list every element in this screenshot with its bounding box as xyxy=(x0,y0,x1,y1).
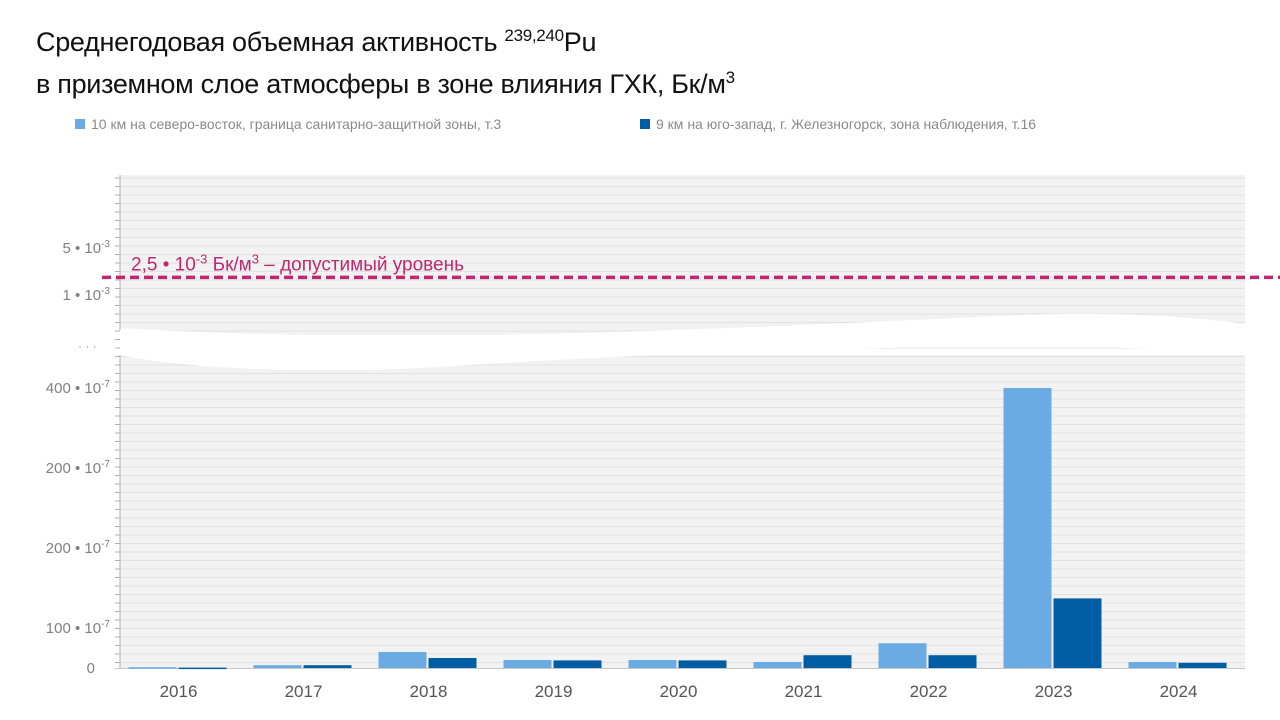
bar-2016-series-2 xyxy=(178,667,227,670)
legend-swatch xyxy=(640,119,650,129)
bar-2017-series-1 xyxy=(253,665,302,668)
x-tick-label: 2020 xyxy=(660,682,698,701)
x-tick-label: 2018 xyxy=(410,682,448,701)
reference-line-label: 2,5 • 10-3 Бк/м3 – допустимый уровень xyxy=(131,251,464,275)
bar-2021-series-1 xyxy=(753,662,802,668)
x-tick-label: 2024 xyxy=(1160,682,1198,701)
legend-label: 10 км на северо-восток, граница санитарн… xyxy=(91,116,502,132)
legend-swatch xyxy=(75,119,85,129)
x-tick-label: 2021 xyxy=(785,682,823,701)
bar-2020-series-2 xyxy=(678,660,727,668)
bar-2019-series-2 xyxy=(553,660,602,668)
bar-2019-series-1 xyxy=(503,660,552,668)
y-tick-label: 5 • 10-3 xyxy=(62,239,110,257)
bar-2023-series-1 xyxy=(1003,388,1052,668)
legend-label: 9 км на юго-запад, г. Железногорск, зона… xyxy=(656,116,1037,132)
bar-2020-series-1 xyxy=(628,660,677,668)
bar-2024-series-2 xyxy=(1178,662,1227,668)
y-tick-label: 1 • 10-3 xyxy=(62,286,110,304)
axis-break-gap xyxy=(120,313,1245,371)
x-tick-label: 2016 xyxy=(160,682,198,701)
bar-2016-series-1 xyxy=(128,667,177,669)
x-tick-label: 2023 xyxy=(1035,682,1073,701)
axis-break-label: · · · xyxy=(78,339,97,353)
y-tick-label: 400 • 10-7 xyxy=(46,379,111,397)
legend-item-series-1: 10 км на северо-восток, граница санитарн… xyxy=(75,116,501,132)
bar-2017-series-2 xyxy=(303,665,352,668)
y-tick-label: 0 xyxy=(87,660,95,677)
x-tick-label: 2017 xyxy=(285,682,323,701)
bar-2018-series-2 xyxy=(428,658,477,668)
bar-2022-series-1 xyxy=(878,643,927,668)
legend-item-series-2: 9 км на юго-запад, г. Железногорск, зона… xyxy=(640,116,1036,132)
chart-title: Среднегодовая объемная активность 239,24… xyxy=(36,26,735,99)
x-tick-label: 2019 xyxy=(535,682,573,701)
bar-2024-series-1 xyxy=(1128,662,1177,668)
y-tick-label: 200 • 10-7 xyxy=(46,539,111,557)
y-tick-label: 200 • 10-7 xyxy=(46,459,111,477)
bar-2018-series-1 xyxy=(378,652,427,668)
bar-2023-series-2 xyxy=(1053,598,1102,668)
bar-2022-series-2 xyxy=(928,655,977,668)
bar-2021-series-2 xyxy=(803,655,852,668)
y-tick-label: 100 • 10-7 xyxy=(46,619,111,637)
x-tick-label: 2022 xyxy=(910,682,948,701)
